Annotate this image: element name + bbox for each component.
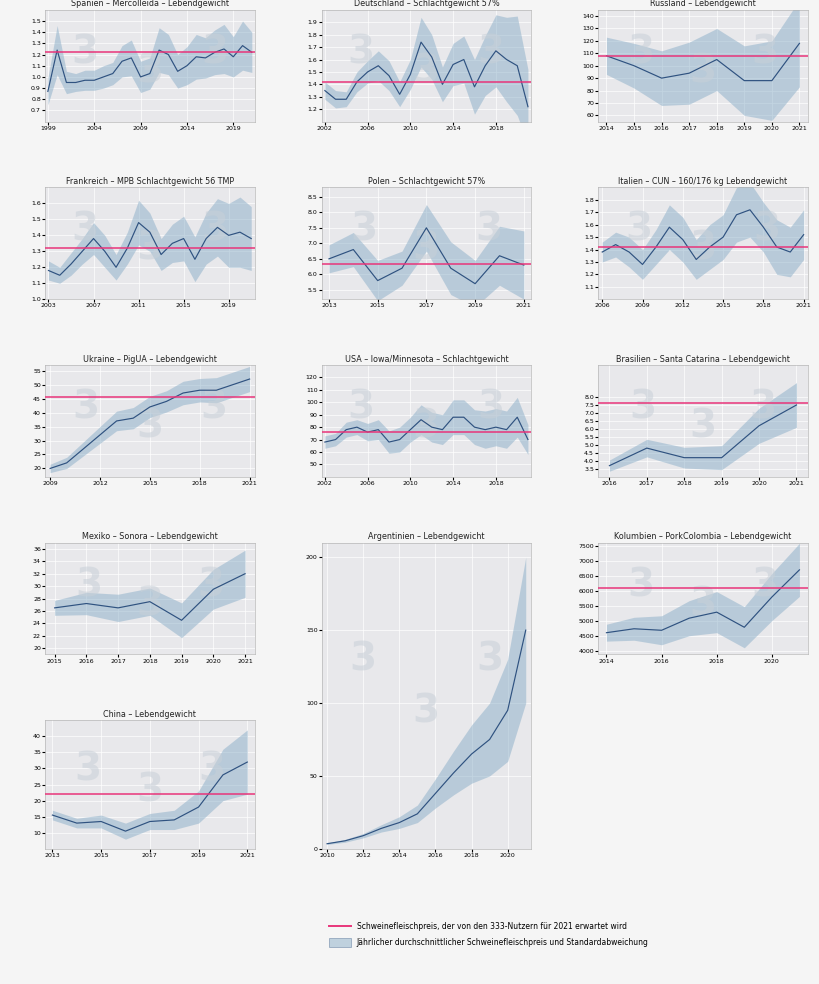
Text: 3: 3 [689, 407, 716, 446]
Title: USA – Iowa/Minnesota – Schlachtgewicht: USA – Iowa/Minnesota – Schlachtgewicht [344, 354, 508, 363]
Text: 3: 3 [750, 566, 777, 604]
Text: 3: 3 [689, 230, 716, 268]
Text: 3: 3 [476, 640, 503, 678]
Text: 3: 3 [629, 389, 656, 426]
Text: 3: 3 [200, 389, 227, 426]
Text: 3: 3 [412, 52, 440, 91]
Text: 3: 3 [753, 211, 780, 249]
Text: 3: 3 [412, 230, 440, 268]
Text: 3: 3 [477, 33, 505, 71]
Title: Argentinien – Lebendgewicht: Argentinien – Lebendgewicht [368, 532, 484, 541]
Text: 3: 3 [689, 52, 716, 91]
Text: 3: 3 [197, 566, 224, 604]
Text: 3: 3 [75, 566, 102, 604]
Title: Polen – Schlachtgewicht 57%: Polen – Schlachtgewicht 57% [368, 177, 484, 186]
Text: 3: 3 [201, 211, 228, 249]
Text: 3: 3 [350, 211, 377, 249]
Title: Brasilien – Santa Catarina – Lebendgewicht: Brasilien – Santa Catarina – Lebendgewic… [615, 354, 789, 363]
Text: 3: 3 [201, 33, 229, 71]
Text: 3: 3 [347, 389, 374, 426]
Text: 3: 3 [71, 211, 98, 249]
Text: 3: 3 [349, 640, 376, 678]
Text: 3: 3 [74, 750, 101, 788]
Legend: Schweinefleischpreis, der von den 333-Nutzern für 2021 erwartet wird, Jährlicher: Schweinefleischpreis, der von den 333-Nu… [325, 918, 652, 951]
Text: 3: 3 [749, 389, 776, 426]
Text: 3: 3 [136, 407, 163, 446]
Text: 3: 3 [412, 692, 440, 730]
Text: 3: 3 [627, 566, 654, 604]
Title: Ukraine – PigUA – Lebendgewicht: Ukraine – PigUA – Lebendgewicht [83, 354, 216, 363]
Text: 3: 3 [750, 33, 777, 71]
Title: Italien – CUN – 160/176 kg Lebendgewicht: Italien – CUN – 160/176 kg Lebendgewicht [618, 177, 786, 186]
Text: 3: 3 [198, 750, 225, 788]
Text: 3: 3 [136, 52, 163, 91]
Text: 3: 3 [412, 407, 440, 446]
Title: Kolumbien – PorkColombia – Lebendgewicht: Kolumbien – PorkColombia – Lebendgewicht [613, 532, 790, 541]
Text: 3: 3 [477, 389, 505, 426]
Text: 3: 3 [136, 772, 163, 810]
Title: Mexiko – Sonora – Lebendgewicht: Mexiko – Sonora – Lebendgewicht [82, 532, 218, 541]
Title: Russland – Lebendgewicht: Russland – Lebendgewicht [649, 0, 755, 9]
Title: Frankreich – MPB Schlachtgewicht 56 TMP: Frankreich – MPB Schlachtgewicht 56 TMP [66, 177, 233, 186]
Text: 3: 3 [72, 389, 99, 426]
Text: 3: 3 [347, 33, 374, 71]
Text: 3: 3 [71, 33, 98, 71]
Title: Spanien – Mercolleida – Lebendgewicht: Spanien – Mercolleida – Lebendgewicht [70, 0, 229, 9]
Title: Deutschland – Schlachtgewicht 57%: Deutschland – Schlachtgewicht 57% [353, 0, 499, 9]
Text: 3: 3 [627, 33, 654, 71]
Text: 3: 3 [136, 230, 163, 268]
Text: 3: 3 [136, 585, 163, 623]
Title: China – Lebendgewicht: China – Lebendgewicht [103, 709, 196, 718]
Text: 3: 3 [475, 211, 502, 249]
Text: 3: 3 [689, 585, 716, 623]
Text: 3: 3 [624, 211, 651, 249]
